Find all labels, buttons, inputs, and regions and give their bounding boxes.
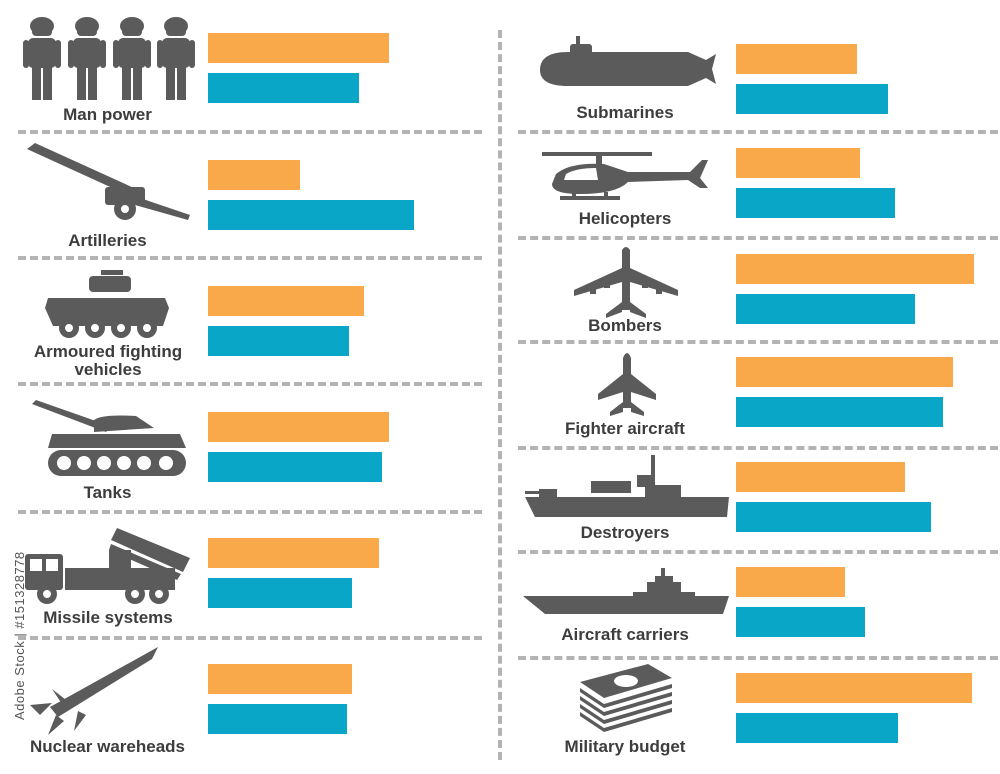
bar-aircraft-carriers-series-a: [736, 567, 845, 597]
bar-nuclear-wareheads-series-a: [208, 664, 352, 694]
bar-destroyers-series-b: [736, 502, 931, 532]
helicopter-icon: [540, 150, 710, 205]
bar-missile-systems-series-b: [208, 578, 352, 608]
bar-tanks-series-b: [208, 452, 382, 482]
bar-submarines-series-b: [736, 84, 888, 114]
artillery-icon: [25, 143, 190, 223]
divider-line: [518, 656, 998, 660]
category-label-tanks: Tanks: [83, 483, 132, 502]
money-stack-icon: [578, 664, 673, 736]
divider-line: [18, 130, 482, 134]
category-label-military-budget: Military budget: [564, 737, 686, 756]
bar-destroyers-series-a: [736, 462, 905, 492]
category-label-helicopters: Helicopters: [578, 209, 672, 228]
bar-tanks-series-a: [208, 412, 389, 442]
category-label-missile-systems: Missile systems: [43, 608, 173, 627]
bar-aircraft-carriers-series-b: [736, 607, 865, 637]
category-label-nuclear-wareheads: Nuclear wareheads: [30, 737, 185, 756]
bar-bombers-series-a: [736, 254, 974, 284]
armoured-vehicle-icon: [45, 268, 170, 343]
nuclear-missile-icon: [30, 645, 160, 735]
category-label-artilleries: Artilleries: [68, 231, 147, 250]
bar-fighter-aircraft-series-a: [736, 357, 953, 387]
category-label-aircraft-carriers: Aircraft carriers: [561, 625, 689, 644]
bar-bombers-series-b: [736, 294, 915, 324]
bar-artilleries-series-a: [208, 160, 300, 190]
bar-missile-systems-series-a: [208, 538, 379, 568]
tank-icon: [28, 400, 188, 478]
fighter-jet-icon: [596, 348, 658, 418]
bar-man-power-series-a: [208, 33, 389, 63]
divider-line: [518, 446, 998, 450]
category-label-submarines: Submarines: [576, 103, 674, 122]
bar-helicopters-series-b: [736, 188, 895, 218]
divider-line: [18, 636, 482, 640]
divider-line: [18, 382, 482, 386]
bar-helicopters-series-a: [736, 148, 860, 178]
aircraft-carrier-icon: [523, 566, 731, 616]
missile-launcher-icon: [25, 528, 190, 610]
category-label-fighter-aircraft: Fighter aircraft: [565, 419, 685, 438]
divider-line: [518, 236, 998, 240]
destroyer-icon: [525, 453, 730, 518]
bar-submarines-series-a: [736, 44, 857, 74]
category-label-destroyers: Destroyers: [580, 523, 670, 542]
bar-armoured-fighting-vehicles-series-b: [208, 326, 349, 356]
bar-fighter-aircraft-series-b: [736, 397, 943, 427]
bomber-icon: [574, 244, 679, 319]
category-label-man-power: Man power: [63, 105, 152, 124]
divider-line: [518, 130, 998, 134]
category-label-bombers: Bombers: [588, 316, 662, 335]
category-label-armoured-fighting-vehicles: Armoured fighting vehicles: [33, 342, 183, 379]
bar-man-power-series-b: [208, 73, 359, 103]
divider-line: [518, 340, 998, 344]
bar-military-budget-series-b: [736, 713, 898, 743]
submarine-icon: [538, 34, 718, 89]
divider-line: [518, 550, 998, 554]
bar-military-budget-series-a: [736, 673, 972, 703]
divider-line: [18, 510, 482, 514]
bar-armoured-fighting-vehicles-series-a: [208, 286, 364, 316]
bar-nuclear-wareheads-series-b: [208, 704, 347, 734]
soldiers-icon: [22, 14, 197, 100]
bar-artilleries-series-b: [208, 200, 414, 230]
divider-line: [18, 256, 482, 260]
column-divider: [498, 30, 502, 760]
